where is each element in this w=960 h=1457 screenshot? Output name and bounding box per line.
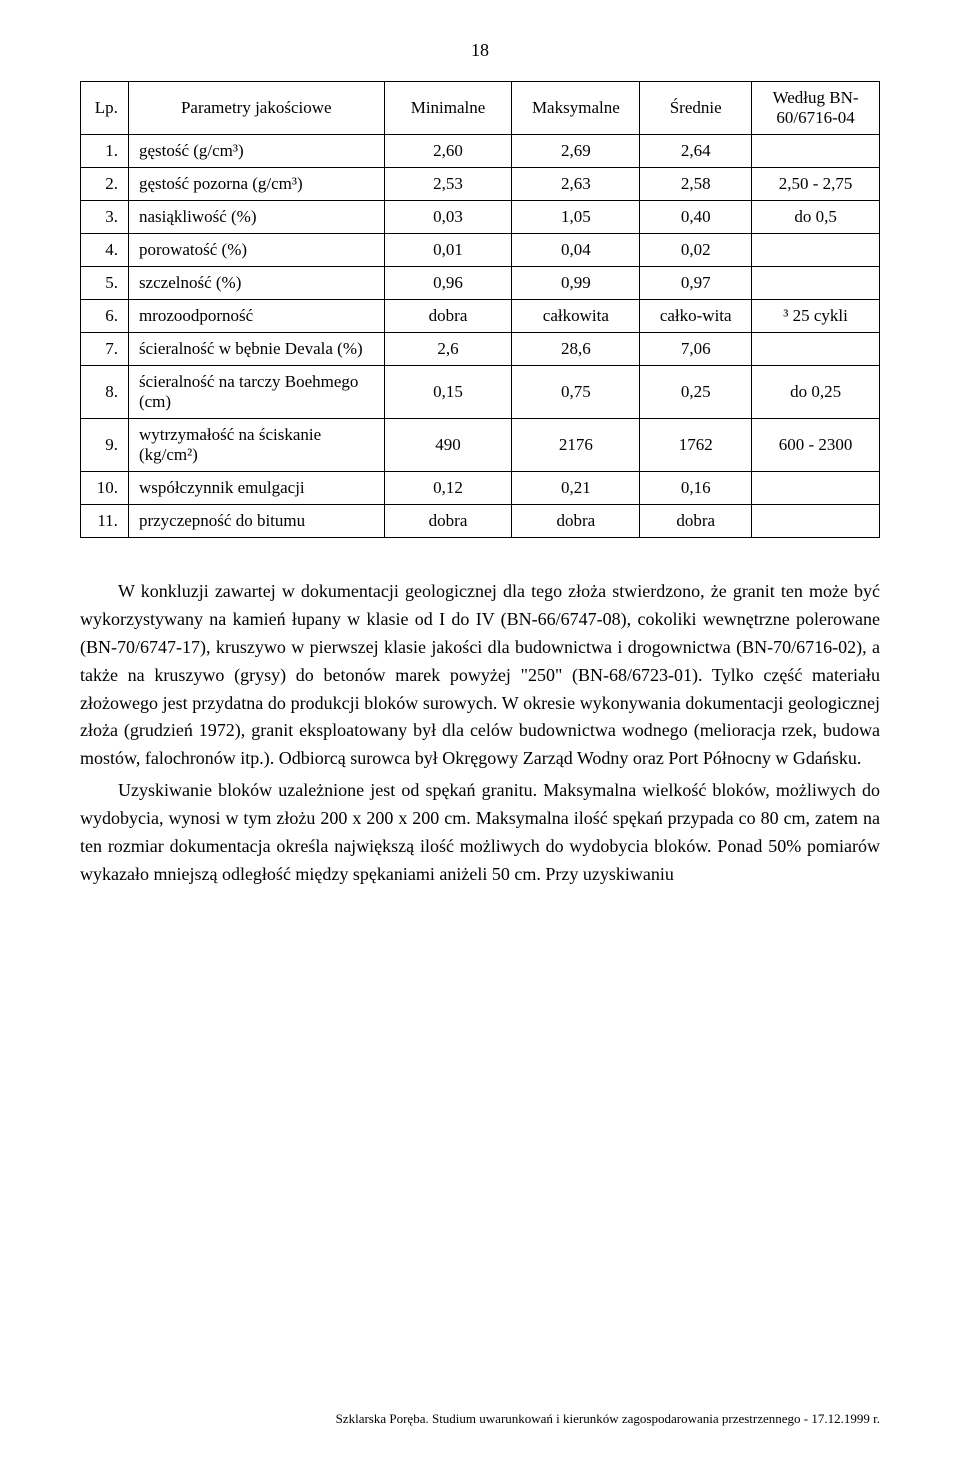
cell-max: 0,99 <box>512 267 640 300</box>
cell-max: 28,6 <box>512 333 640 366</box>
cell-param: gęstość pozorna (g/cm³) <box>128 168 384 201</box>
cell-avg: 0,16 <box>640 472 752 505</box>
cell-max: 0,04 <box>512 234 640 267</box>
cell-param: ścieralność w bębnie Devala (%) <box>128 333 384 366</box>
cell-min: 0,01 <box>384 234 512 267</box>
cell-avg: 0,40 <box>640 201 752 234</box>
cell-max: 1,05 <box>512 201 640 234</box>
cell-std: do 0,25 <box>752 366 880 419</box>
cell-std <box>752 135 880 168</box>
cell-min: 490 <box>384 419 512 472</box>
cell-std <box>752 267 880 300</box>
cell-max: 2176 <box>512 419 640 472</box>
cell-std: do 0,5 <box>752 201 880 234</box>
cell-param: współczynnik emulgacji <box>128 472 384 505</box>
cell-param: gęstość (g/cm³) <box>128 135 384 168</box>
cell-lp: 8. <box>81 366 129 419</box>
table-row: 7. ścieralność w bębnie Devala (%) 2,6 2… <box>81 333 880 366</box>
th-max: Maksymalne <box>512 82 640 135</box>
table-row: 10. współczynnik emulgacji 0,12 0,21 0,1… <box>81 472 880 505</box>
cell-min: 2,6 <box>384 333 512 366</box>
cell-avg: 1762 <box>640 419 752 472</box>
page-number: 18 <box>80 40 880 61</box>
cell-lp: 11. <box>81 505 129 538</box>
cell-avg: 0,25 <box>640 366 752 419</box>
footer-text: Szklarska Poręba. Studium uwarunkowań i … <box>336 1411 880 1427</box>
cell-min: 0,96 <box>384 267 512 300</box>
table-row: 1. gęstość (g/cm³) 2,60 2,69 2,64 <box>81 135 880 168</box>
cell-avg: 0,97 <box>640 267 752 300</box>
cell-max: 2,63 <box>512 168 640 201</box>
cell-max: 0,75 <box>512 366 640 419</box>
cell-lp: 10. <box>81 472 129 505</box>
cell-lp: 7. <box>81 333 129 366</box>
cell-max: 0,21 <box>512 472 640 505</box>
table-row: 4. porowatość (%) 0,01 0,04 0,02 <box>81 234 880 267</box>
cell-lp: 6. <box>81 300 129 333</box>
cell-lp: 9. <box>81 419 129 472</box>
cell-std: 600 - 2300 <box>752 419 880 472</box>
cell-param: wytrzymałość na ściskanie (kg/cm²) <box>128 419 384 472</box>
cell-min: 0,12 <box>384 472 512 505</box>
th-min: Minimalne <box>384 82 512 135</box>
cell-lp: 3. <box>81 201 129 234</box>
paragraph-1: W konkluzji zawartej w dokumentacji geol… <box>80 578 880 773</box>
table-header-row: Lp. Parametry jakościowe Minimalne Maksy… <box>81 82 880 135</box>
cell-std: ³ 25 cykli <box>752 300 880 333</box>
table-row: 2. gęstość pozorna (g/cm³) 2,53 2,63 2,5… <box>81 168 880 201</box>
cell-avg: całko-wita <box>640 300 752 333</box>
cell-param: szczelność (%) <box>128 267 384 300</box>
cell-lp: 1. <box>81 135 129 168</box>
table-row: 3. nasiąkliwość (%) 0,03 1,05 0,40 do 0,… <box>81 201 880 234</box>
cell-param: nasiąkliwość (%) <box>128 201 384 234</box>
cell-avg: 7,06 <box>640 333 752 366</box>
cell-std <box>752 333 880 366</box>
cell-avg: 2,58 <box>640 168 752 201</box>
cell-std <box>752 505 880 538</box>
table-row: 5. szczelność (%) 0,96 0,99 0,97 <box>81 267 880 300</box>
cell-min: 2,60 <box>384 135 512 168</box>
cell-std: 2,50 - 2,75 <box>752 168 880 201</box>
cell-std <box>752 472 880 505</box>
cell-avg: dobra <box>640 505 752 538</box>
cell-max: 2,69 <box>512 135 640 168</box>
paragraph-2: Uzyskiwanie bloków uzależnione jest od s… <box>80 777 880 889</box>
cell-min: 0,15 <box>384 366 512 419</box>
th-std: Według BN-60/6716-04 <box>752 82 880 135</box>
table-row: 9. wytrzymałość na ściskanie (kg/cm²) 49… <box>81 419 880 472</box>
th-avg: Średnie <box>640 82 752 135</box>
cell-avg: 0,02 <box>640 234 752 267</box>
cell-min: dobra <box>384 300 512 333</box>
table-row: 8. ścieralność na tarczy Boehmego (cm) 0… <box>81 366 880 419</box>
table-row: 11. przyczepność do bitumu dobra dobra d… <box>81 505 880 538</box>
table-row: 6. mrozoodporność dobra całkowita całko-… <box>81 300 880 333</box>
cell-min: 2,53 <box>384 168 512 201</box>
cell-lp: 4. <box>81 234 129 267</box>
th-param: Parametry jakościowe <box>128 82 384 135</box>
cell-lp: 5. <box>81 267 129 300</box>
cell-param: ścieralność na tarczy Boehmego (cm) <box>128 366 384 419</box>
cell-min: dobra <box>384 505 512 538</box>
cell-std <box>752 234 880 267</box>
cell-param: przyczepność do bitumu <box>128 505 384 538</box>
cell-max: całkowita <box>512 300 640 333</box>
body-text: W konkluzji zawartej w dokumentacji geol… <box>80 578 880 889</box>
parameters-table: Lp. Parametry jakościowe Minimalne Maksy… <box>80 81 880 538</box>
cell-max: dobra <box>512 505 640 538</box>
cell-param: mrozoodporność <box>128 300 384 333</box>
cell-param: porowatość (%) <box>128 234 384 267</box>
cell-avg: 2,64 <box>640 135 752 168</box>
cell-min: 0,03 <box>384 201 512 234</box>
cell-lp: 2. <box>81 168 129 201</box>
th-lp: Lp. <box>81 82 129 135</box>
